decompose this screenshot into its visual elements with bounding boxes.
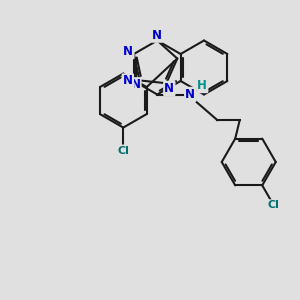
Text: H: H	[197, 79, 207, 92]
Text: Cl: Cl	[268, 200, 280, 210]
Text: Cl: Cl	[117, 146, 129, 156]
Text: N: N	[185, 88, 195, 101]
Text: N: N	[152, 28, 162, 42]
Text: N: N	[123, 74, 133, 88]
Text: N: N	[123, 45, 134, 58]
Text: N: N	[130, 78, 140, 92]
Text: N: N	[164, 82, 174, 95]
